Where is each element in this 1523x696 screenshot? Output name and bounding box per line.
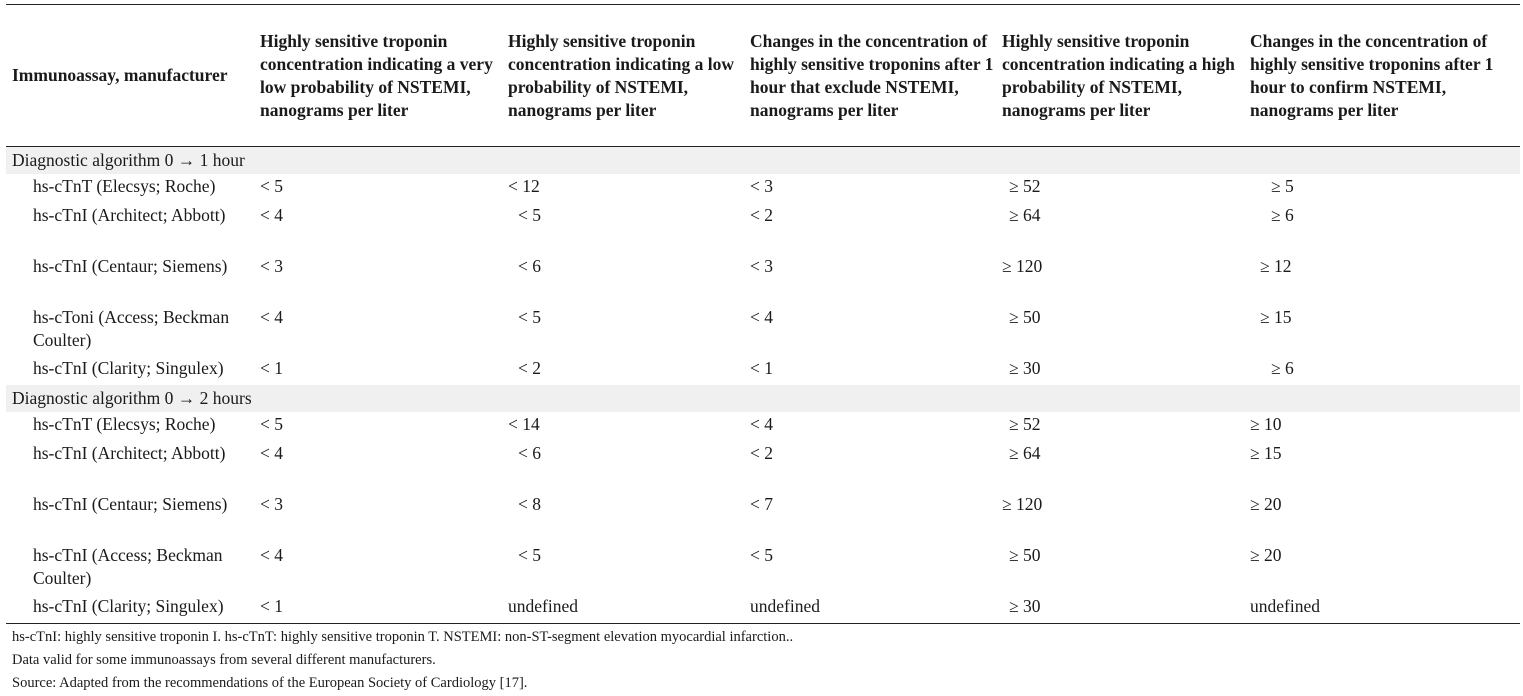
cell-value: < 14 xyxy=(508,414,540,434)
cell-value: < 4 xyxy=(260,545,283,565)
cell-value: < 12 xyxy=(508,176,540,196)
cell-value: undefined xyxy=(1250,596,1320,616)
header-very-low-probability: Highly sensitive troponin concentration … xyxy=(260,30,493,120)
cell-value: < 1 xyxy=(260,358,283,378)
cell-value: < 4 xyxy=(260,443,283,463)
header-low-probability: Highly sensitive troponin concentration … xyxy=(508,30,735,120)
table-row: hs-cTnI (Clarity; Singulex) < 1 undefine… xyxy=(6,594,1520,624)
cell-value: < 5 xyxy=(518,545,541,565)
cell-value: ≥ 30 xyxy=(1009,358,1041,378)
cell-value: < 3 xyxy=(260,256,283,276)
table-body: Diagnostic algorithm 0 → 1 hour hs-cTnT … xyxy=(6,146,1520,624)
table-row: hs-cTnI (Centaur; Siemens) < 3 < 8 < 7 ≥… xyxy=(6,492,1520,543)
cell-value: < 4 xyxy=(750,307,773,327)
header-immunoassay: Immunoassay, manufacturer xyxy=(12,65,228,85)
cell-value: ≥ 52 xyxy=(1009,176,1041,196)
cell-value: < 3 xyxy=(750,256,773,276)
cell-value: ≥ 6 xyxy=(1271,205,1294,225)
cell-assay: hs-cTnT (Elecsys; Roche) xyxy=(33,176,216,196)
cell-value: < 5 xyxy=(750,545,773,565)
cell-assay: hs-cToni (Access; Beckman Coulter) xyxy=(33,307,230,350)
cell-value: ≥ 20 xyxy=(1250,545,1282,565)
cell-value: ≥ 10 xyxy=(1250,414,1282,434)
cell-value: < 4 xyxy=(260,205,283,225)
section-row: Diagnostic algorithm 0 → 2 hours xyxy=(6,385,1520,412)
cell-value: ≥ 64 xyxy=(1009,205,1041,225)
cell-value: < 5 xyxy=(518,307,541,327)
cell-value: < 6 xyxy=(518,256,541,276)
footnote-source: Source: Adapted from the recommendations… xyxy=(12,675,528,691)
cell-value: ≥ 5 xyxy=(1271,176,1294,196)
cell-value: < 3 xyxy=(750,176,773,196)
cell-value: < 8 xyxy=(518,494,541,514)
cell-value: < 6 xyxy=(518,443,541,463)
cell-value: undefined xyxy=(508,596,578,616)
cell-value: ≥ 30 xyxy=(1009,596,1041,616)
table-row: hs-cTnI (Clarity; Singulex) < 1 < 2 < 1 … xyxy=(6,356,1520,385)
cell-value: < 5 xyxy=(260,176,283,196)
header-change-exclude: Changes in the concentration of highly s… xyxy=(750,30,994,120)
table-row: hs-cTnI (Access; Beckman Coulter) < 4 < … xyxy=(6,543,1520,594)
cell-assay: hs-cTnT (Elecsys; Roche) xyxy=(33,414,216,434)
cell-value: ≥ 6 xyxy=(1271,358,1294,378)
cell-value: ≥ 64 xyxy=(1009,443,1041,463)
table-row: hs-cTnI (Centaur; Siemens) < 3 < 6 < 3 ≥… xyxy=(6,254,1520,305)
cell-value: < 1 xyxy=(260,596,283,616)
cell-value: < 5 xyxy=(260,414,283,434)
cell-value: ≥ 12 xyxy=(1260,256,1292,276)
cell-value: < 7 xyxy=(750,494,773,514)
cell-value: ≥ 50 xyxy=(1009,545,1041,565)
cell-assay: hs-cTnI (Architect; Abbott) xyxy=(33,205,226,225)
table-row: hs-cTnT (Elecsys; Roche) < 5 < 14 < 4 ≥ … xyxy=(6,412,1520,441)
table-row: hs-cTnI (Architect; Abbott) < 4 < 5 < 2 … xyxy=(6,203,1520,254)
cell-value: < 2 xyxy=(750,205,773,225)
header-change-confirm: Changes in the concentration of highly s… xyxy=(1250,30,1494,120)
cell-value: < 2 xyxy=(750,443,773,463)
cell-value: < 2 xyxy=(518,358,541,378)
table-row: hs-cTnT (Elecsys; Roche) < 5 < 12 < 3 ≥ … xyxy=(6,174,1520,203)
table-row: hs-cTnI (Architect; Abbott) < 4 < 6 < 2 … xyxy=(6,441,1520,492)
troponin-table: Immunoassay, manufacturer Highly sensiti… xyxy=(6,5,1520,624)
table-header: Immunoassay, manufacturer Highly sensiti… xyxy=(6,5,1520,147)
cell-value: ≥ 120 xyxy=(1002,494,1043,514)
cell-assay: hs-cTnI (Clarity; Singulex) xyxy=(33,596,224,616)
cell-value: ≥ 15 xyxy=(1260,307,1292,327)
cell-value: < 5 xyxy=(518,205,541,225)
top-rule xyxy=(6,4,1520,5)
cell-value: undefined xyxy=(750,596,820,616)
cell-value: ≥ 15 xyxy=(1250,443,1282,463)
cell-assay: hs-cTnI (Clarity; Singulex) xyxy=(33,358,224,378)
cell-value: < 1 xyxy=(750,358,773,378)
cell-value: < 4 xyxy=(750,414,773,434)
footnote-abbreviations: hs-cTnI: highly sensitive troponin I. hs… xyxy=(12,629,794,645)
section-title: Diagnostic algorithm 0 → 2 hours xyxy=(6,385,1520,412)
footnote-validity: Data valid for some immunoassays from se… xyxy=(12,652,436,668)
cell-value: ≥ 50 xyxy=(1009,307,1041,327)
cell-value: < 3 xyxy=(260,494,283,514)
cell-value: ≥ 120 xyxy=(1002,256,1043,276)
cell-value: ≥ 52 xyxy=(1009,414,1041,434)
header-high-probability: Highly sensitive troponin concentration … xyxy=(1002,30,1235,120)
cell-assay: hs-cTnI (Access; Beckman Coulter) xyxy=(33,545,223,588)
table-footnotes: hs-cTnI: highly sensitive troponin I. hs… xyxy=(12,626,793,695)
section-title: Diagnostic algorithm 0 → 1 hour xyxy=(6,146,1520,174)
cell-assay: hs-cTnI (Centaur; Siemens) xyxy=(33,494,228,514)
cell-value: < 4 xyxy=(260,307,283,327)
cell-assay: hs-cTnI (Centaur; Siemens) xyxy=(33,256,228,276)
section-row: Diagnostic algorithm 0 → 1 hour xyxy=(6,146,1520,174)
cell-value: ≥ 20 xyxy=(1250,494,1282,514)
cell-assay: hs-cTnI (Architect; Abbott) xyxy=(33,443,226,463)
table-row: hs-cToni (Access; Beckman Coulter) < 4 <… xyxy=(6,305,1520,356)
